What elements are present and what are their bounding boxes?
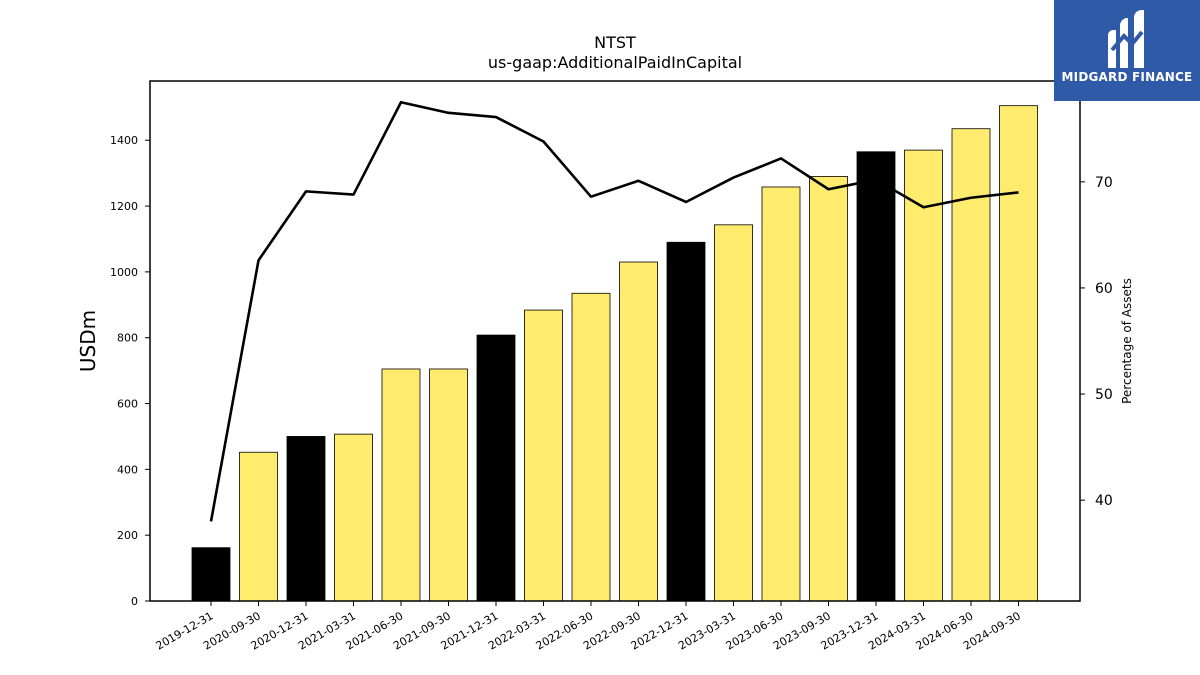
- y-tick-label: 1200: [110, 200, 138, 213]
- bar-2023-06-30: [761, 186, 801, 602]
- y2-tick-label: 70: [1095, 175, 1113, 191]
- midgard-mountain-icon: [1108, 10, 1144, 68]
- y-axis-label: USDm: [76, 310, 100, 372]
- bar-2022-06-30: [571, 292, 611, 602]
- bar-2024-06-30: [951, 128, 991, 602]
- bar-2023-03-31: [714, 224, 753, 602]
- y2-tick-label: 40: [1095, 493, 1113, 509]
- bar-2024-09-30: [999, 105, 1038, 602]
- bar-2021-06-30: [381, 368, 421, 602]
- y-tick-label: 1000: [110, 266, 138, 279]
- bar-2021-03-31: [334, 433, 373, 602]
- bar-2022-12-31: [666, 241, 706, 602]
- bar-2020-09-30: [239, 451, 278, 602]
- y-tick-label: 800: [117, 332, 138, 345]
- y2-axis-label: Percentage of Assets: [1120, 278, 1134, 404]
- y-tick-label: 0: [131, 595, 138, 608]
- percentage-line: [209, 100, 1019, 522]
- y-tick-label: 1400: [110, 134, 138, 147]
- plot-frame: [149, 80, 1081, 602]
- bar-2024-03-31: [904, 149, 943, 602]
- y2-tick-label: 60: [1095, 281, 1113, 297]
- chart-title: NTST: [594, 33, 636, 52]
- y2-tick-label: 50: [1095, 387, 1113, 403]
- bar-2023-09-30: [809, 176, 848, 602]
- y-tick-label: 200: [117, 529, 138, 542]
- bar-2021-09-30: [429, 368, 468, 602]
- bar-2022-03-31: [524, 309, 563, 602]
- bar-2022-09-30: [619, 261, 658, 602]
- y-tick-label: 600: [117, 398, 138, 411]
- brand-name: MIDGARD FINANCE: [1061, 70, 1193, 84]
- y-tick-label: 400: [117, 463, 138, 476]
- brand-badge: MIDGARD FINANCE: [1054, 0, 1200, 101]
- bar-2021-12-31: [476, 334, 516, 602]
- bar-2023-12-31: [856, 151, 896, 602]
- bar-2020-12-31: [286, 436, 326, 602]
- chart-subtitle: us-gaap:AdditionalPaidInCapital: [488, 53, 742, 72]
- bar-2019-12-31: [191, 547, 231, 602]
